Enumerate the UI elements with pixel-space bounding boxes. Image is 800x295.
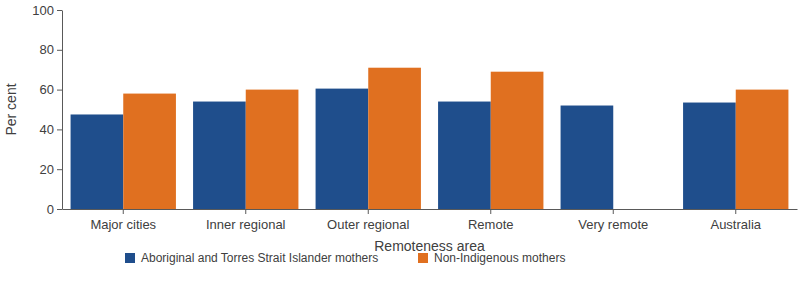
legend: Aboriginal and Torres Strait Islander mo…: [125, 251, 565, 265]
bar: [368, 68, 421, 209]
bar: [491, 72, 544, 209]
x-tick-mark: [490, 209, 491, 214]
x-tick-mark: [735, 209, 736, 214]
x-tick: Very remote: [578, 209, 648, 232]
y-tick-mark: [57, 209, 62, 210]
y-tick-label: 0: [47, 202, 54, 217]
x-tick-mark: [368, 209, 369, 214]
y-tick-label: 80: [40, 42, 54, 57]
y-tick-mark: [57, 50, 62, 51]
bar: [246, 90, 299, 209]
x-tick-label: Australia: [710, 217, 761, 232]
y-tick-mark: [57, 169, 62, 170]
legend-label: Non-Indigenous mothers: [434, 251, 565, 265]
bar: [316, 89, 369, 209]
bars: [71, 68, 789, 209]
y-tick-label: 100: [32, 3, 54, 18]
x-tick-label: Outer regional: [327, 217, 409, 232]
y-axis-line: [62, 11, 63, 210]
x-axis-line: [63, 209, 798, 210]
y-tick: 60: [40, 82, 62, 97]
x-tick-mark: [245, 209, 246, 214]
bar: [71, 114, 124, 209]
legend-swatch: [418, 253, 428, 263]
bar: [193, 102, 246, 209]
x-tick: Outer regional: [327, 209, 409, 232]
legend-swatch: [125, 253, 135, 263]
y-tick-label: 60: [40, 82, 54, 97]
y-tick-label: 20: [40, 162, 54, 177]
x-tick-label: Remote: [468, 217, 514, 232]
y-tick-mark: [57, 129, 62, 130]
x-tick-label: Very remote: [578, 217, 648, 232]
legend-item: Aboriginal and Torres Strait Islander mo…: [125, 251, 378, 265]
y-tick: 100: [32, 3, 62, 18]
x-tick-mark: [613, 209, 614, 214]
legend-item: Non-Indigenous mothers: [418, 251, 565, 265]
y-tick-label: 40: [40, 122, 54, 137]
bar: [123, 94, 176, 209]
x-tick: Inner regional: [206, 209, 286, 232]
x-tick: Major cities: [90, 209, 156, 232]
y-tick-mark: [57, 90, 62, 91]
bar: [561, 106, 614, 209]
bar: [438, 102, 491, 209]
bar: [683, 103, 736, 209]
y-tick: 0: [47, 202, 62, 217]
y-tick-mark: [57, 10, 62, 11]
x-tick: Australia: [710, 209, 761, 232]
x-tick-mark: [123, 209, 124, 214]
y-axis: 0 20 40 60 80 100: [32, 3, 62, 217]
y-tick: 80: [40, 42, 62, 57]
y-tick: 40: [40, 122, 62, 137]
bar: [736, 90, 789, 209]
legend-label: Aboriginal and Torres Strait Islander mo…: [141, 251, 378, 265]
x-tick-label: Inner regional: [206, 217, 286, 232]
x-tick: Remote: [468, 209, 514, 232]
x-tick-label: Major cities: [90, 217, 156, 232]
y-axis-title: Per cent: [3, 83, 19, 135]
y-tick: 20: [40, 162, 62, 177]
x-axis: Major cities Inner regional Outer regional…: [63, 209, 798, 232]
